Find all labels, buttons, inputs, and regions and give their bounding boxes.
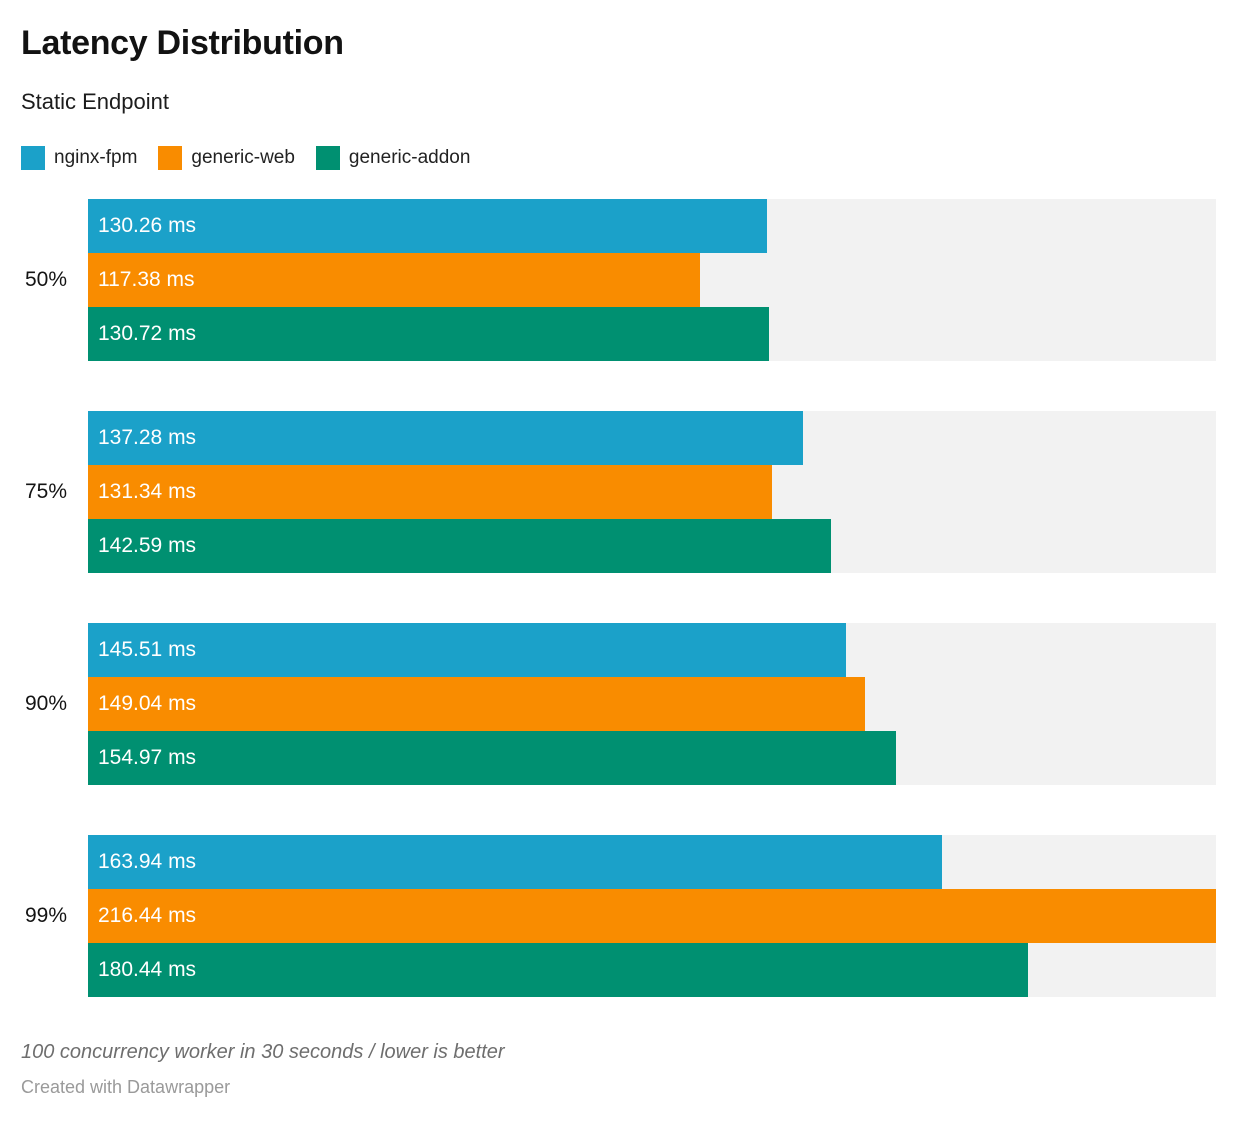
bar-value-label: 163.94 ms: [98, 849, 197, 873]
bar-track: 137.28 ms 131.34 ms 142.59 ms: [88, 410, 1216, 573]
bar-value-label: 154.97 ms: [98, 745, 197, 769]
legend-item-generic-addon: generic-addon: [315, 145, 471, 170]
bar-value-label: 130.26 ms: [98, 213, 197, 237]
bar-generic-web-99%[interactable]: 216.44 ms: [88, 888, 1216, 943]
bar-generic-web-90%[interactable]: 149.04 ms: [88, 676, 865, 731]
bar-value-label: 130.72 ms: [98, 321, 197, 345]
page-title: Latency Distribution: [21, 24, 344, 62]
bar-value-label: 137.28 ms: [98, 425, 197, 449]
bar-track: 163.94 ms 216.44 ms 180.44 ms: [88, 834, 1216, 997]
bar-generic-addon-90%[interactable]: 154.97 ms: [88, 730, 896, 785]
bar-generic-web-50%[interactable]: 117.38 ms: [88, 252, 700, 307]
bar-generic-web-75%[interactable]: 131.34 ms: [88, 464, 773, 519]
legend-label: generic-web: [191, 146, 295, 168]
legend-label: nginx-fpm: [54, 146, 138, 168]
category-label: 99%: [24, 903, 67, 927]
category-label: 50%: [24, 267, 67, 291]
bar-track: 145.51 ms 149.04 ms 154.97 ms: [88, 622, 1216, 785]
bar-value-label: 131.34 ms: [98, 479, 197, 503]
legend-label: generic-addon: [348, 146, 471, 168]
chart-footer: 100 concurrency worker in 30 seconds / l…: [21, 1041, 1216, 1098]
legend-item-generic-web: generic-web: [158, 145, 295, 170]
bar-track: 130.26 ms 117.38 ms 130.72 ms: [88, 198, 1216, 361]
bar-nginx-fpm-75%[interactable]: 137.28 ms: [88, 410, 804, 465]
legend-swatch-nginx-fpm: [21, 145, 45, 170]
bar-value-label: 180.44 ms: [98, 957, 197, 981]
legend-item-nginx-fpm: nginx-fpm: [21, 145, 138, 170]
bar-generic-addon-75%[interactable]: 142.59 ms: [88, 518, 832, 573]
footer-note: 100 concurrency worker in 30 seconds / l…: [21, 1040, 505, 1063]
bar-generic-addon-99%[interactable]: 180.44 ms: [88, 942, 1029, 997]
bar-group-99%: 99% 163.94 ms 216.44 ms 180.44 ms: [21, 834, 1216, 997]
category-label: 75%: [24, 479, 67, 503]
bar-group-50%: 50% 130.26 ms 117.38 ms 130.72 ms: [21, 198, 1216, 361]
bar-chart: 50% 130.26 ms 117.38 ms 130.72 ms 75% 137.28 …: [21, 198, 1216, 997]
chart-subtitle: Static Endpoint: [21, 88, 169, 114]
chart-legend: nginx-fpm generic-web generic-addon: [21, 145, 1216, 170]
bar-value-label: 145.51 ms: [98, 637, 197, 661]
bar-group-90%: 90% 145.51 ms 149.04 ms 154.97 ms: [21, 622, 1216, 785]
bar-value-label: 216.44 ms: [98, 903, 197, 927]
bar-value-label: 149.04 ms: [98, 691, 197, 715]
bar-nginx-fpm-50%[interactable]: 130.26 ms: [88, 198, 767, 253]
bar-generic-addon-50%[interactable]: 130.72 ms: [88, 306, 770, 361]
bar-nginx-fpm-99%[interactable]: 163.94 ms: [88, 834, 943, 889]
category-label: 90%: [24, 691, 67, 715]
datawrapper-attribution: Created with Datawrapper: [21, 1076, 231, 1097]
bar-value-label: 142.59 ms: [98, 533, 197, 557]
bar-value-label: 117.38 ms: [98, 267, 195, 291]
bar-group-75%: 75% 137.28 ms 131.34 ms 142.59 ms: [21, 410, 1216, 573]
legend-swatch-generic-addon: [315, 145, 340, 170]
legend-swatch-generic-web: [158, 145, 183, 170]
bar-nginx-fpm-90%[interactable]: 145.51 ms: [88, 622, 847, 677]
